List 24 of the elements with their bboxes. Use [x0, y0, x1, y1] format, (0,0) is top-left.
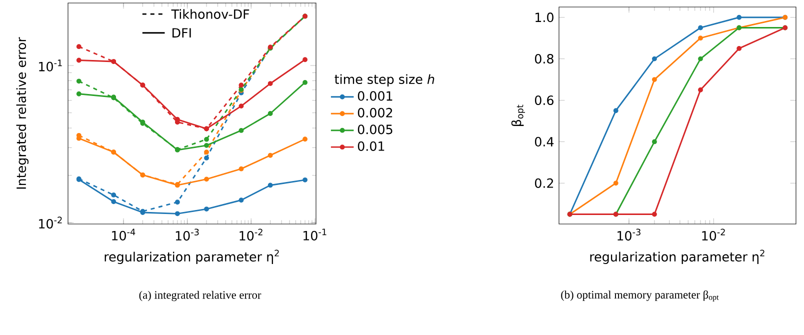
x-tick-label: 10$^{-1}$	[304, 228, 326, 240]
x-axis-title: regularization parameter η$^{2}$	[104, 250, 279, 264]
y-tick-label: 0.4	[534, 136, 554, 147]
legend-title: time step size h	[334, 74, 434, 86]
legend-label: 0.002	[358, 108, 392, 118]
x-axis-title: regularization parameter η$^{2}$	[590, 250, 764, 264]
legend-label: 0.001	[358, 91, 392, 101]
y-axis-title: β$_{opt}$	[511, 104, 525, 126]
legend-label: 0.01	[358, 141, 384, 151]
x-tick-label: 10$^{-2}$	[240, 228, 262, 241]
annotation: DFI	[172, 28, 191, 38]
x-tick-label: 10$^{-2}$	[702, 228, 725, 241]
y-tick-label: 1.0	[536, 12, 554, 22]
legend-label: 0.005	[358, 124, 392, 134]
y-axis-title: Integrated relative error	[16, 37, 29, 189]
annotation: Tikhonov-DF	[171, 9, 250, 19]
text: (a) integrated relative error	[139, 290, 262, 302]
x-tick-label: 10$^{-4}$	[112, 228, 136, 240]
y-tick-label: 0.6	[534, 95, 554, 106]
x-tick-label: 10$^{-3}$	[176, 228, 199, 241]
x-tick-label: 10$^{-3}$	[618, 228, 640, 241]
y-tick-label: 0.8	[534, 54, 554, 64]
y-tick-label: 0.2	[534, 178, 554, 188]
text: (b) optimal memory parameter β$_{opt}$	[561, 290, 719, 302]
